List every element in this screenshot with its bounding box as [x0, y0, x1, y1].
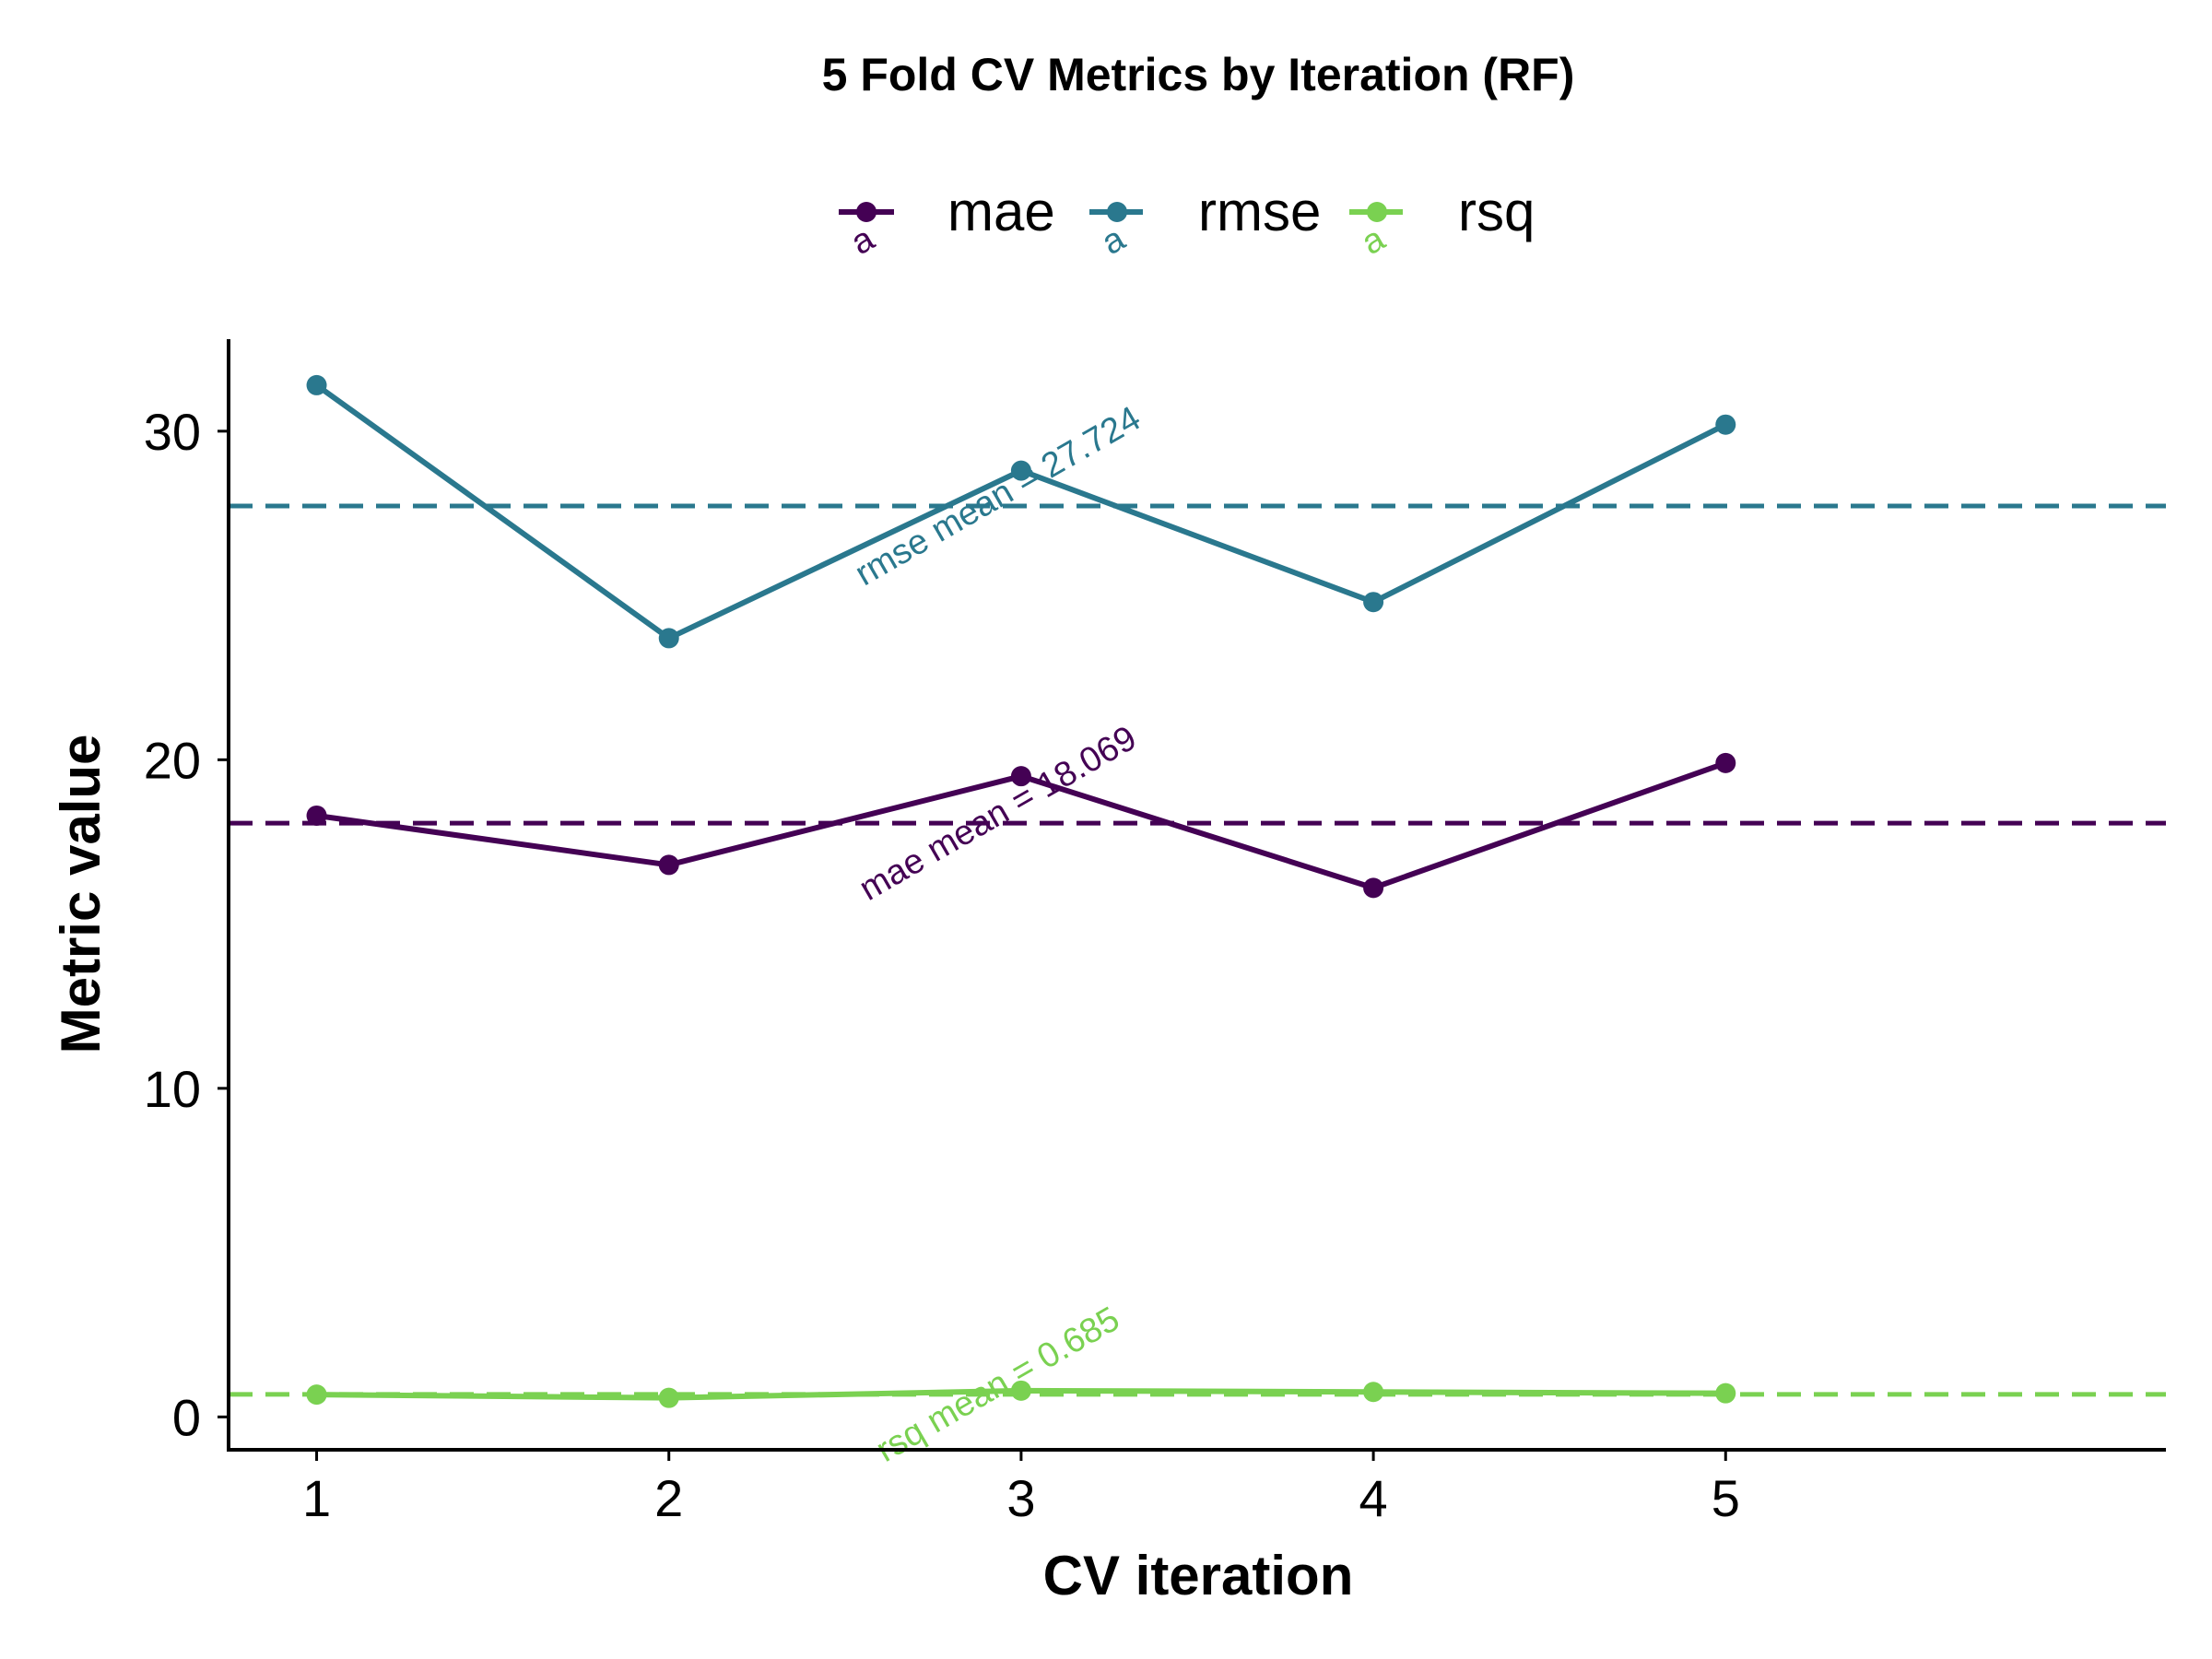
y-tick-label: 30: [144, 403, 201, 461]
mae-point: [306, 805, 327, 826]
mae-point: [1715, 752, 1736, 773]
rmse-legend-label: rmse: [1198, 181, 1321, 242]
rmse-point: [658, 628, 679, 649]
x-axis-title: CV iteration: [1043, 1545, 1354, 1606]
rmse-point: [1010, 460, 1031, 481]
rsq-point: [658, 1387, 679, 1408]
mae-legend-label: mae: [947, 181, 1055, 242]
y-tick-label: 20: [144, 731, 201, 789]
x-tick-label: 4: [1359, 1469, 1388, 1527]
rsq-legend-label: rsq: [1458, 181, 1535, 242]
x-tick-label: 5: [1712, 1469, 1740, 1527]
rsq-legend-glyph: a: [1355, 219, 1392, 263]
rmse-point: [1363, 592, 1384, 613]
x-tick-label: 3: [1006, 1469, 1035, 1527]
x-tick-label: 2: [654, 1469, 683, 1527]
x-ticks: 1 2 3 4 5: [302, 1450, 1740, 1527]
y-tick-label: 0: [172, 1388, 201, 1446]
mae-legend-dot: [856, 202, 877, 222]
rsq-legend-dot: [1367, 202, 1387, 222]
mae-mean-label: mae mean = 18.069: [853, 719, 1143, 909]
chart-title: 5 Fold CV Metrics by Iteration (RF): [822, 49, 1575, 100]
mean-lines: [229, 503, 2166, 1397]
x-tick-label: 1: [302, 1469, 331, 1527]
rsq-point: [1363, 1382, 1384, 1403]
rsq-point: [306, 1384, 327, 1406]
y-ticks: 0 10 20 30: [144, 403, 229, 1446]
mae-point: [1010, 766, 1031, 787]
rmse-legend-glyph: a: [1095, 219, 1132, 263]
series-lines: [306, 374, 1736, 1408]
rsq-point: [1010, 1380, 1031, 1401]
y-axis-title: Metric value: [50, 735, 112, 1054]
mae-legend-glyph: a: [844, 219, 881, 263]
mae-point: [658, 854, 679, 876]
rsq-point: [1715, 1382, 1736, 1404]
rmse-series-line: [314, 382, 1727, 641]
legend: a mae a rmse a rsq: [839, 181, 1535, 263]
y-tick-label: 10: [144, 1060, 201, 1118]
rmse-legend-dot: [1107, 202, 1127, 222]
rmse-point: [306, 374, 327, 395]
rmse-mean-label: rmse mean = 27.724: [849, 399, 1147, 594]
mae-point: [1363, 877, 1384, 899]
rmse-point: [1715, 414, 1736, 435]
axes: [227, 339, 2166, 1452]
mean-labels: mae mean = 18.069 rmse mean = 27.724 rsq m…: [849, 399, 1147, 1470]
rsq-mean-label: rsq mean = 0.685: [870, 1300, 1126, 1470]
